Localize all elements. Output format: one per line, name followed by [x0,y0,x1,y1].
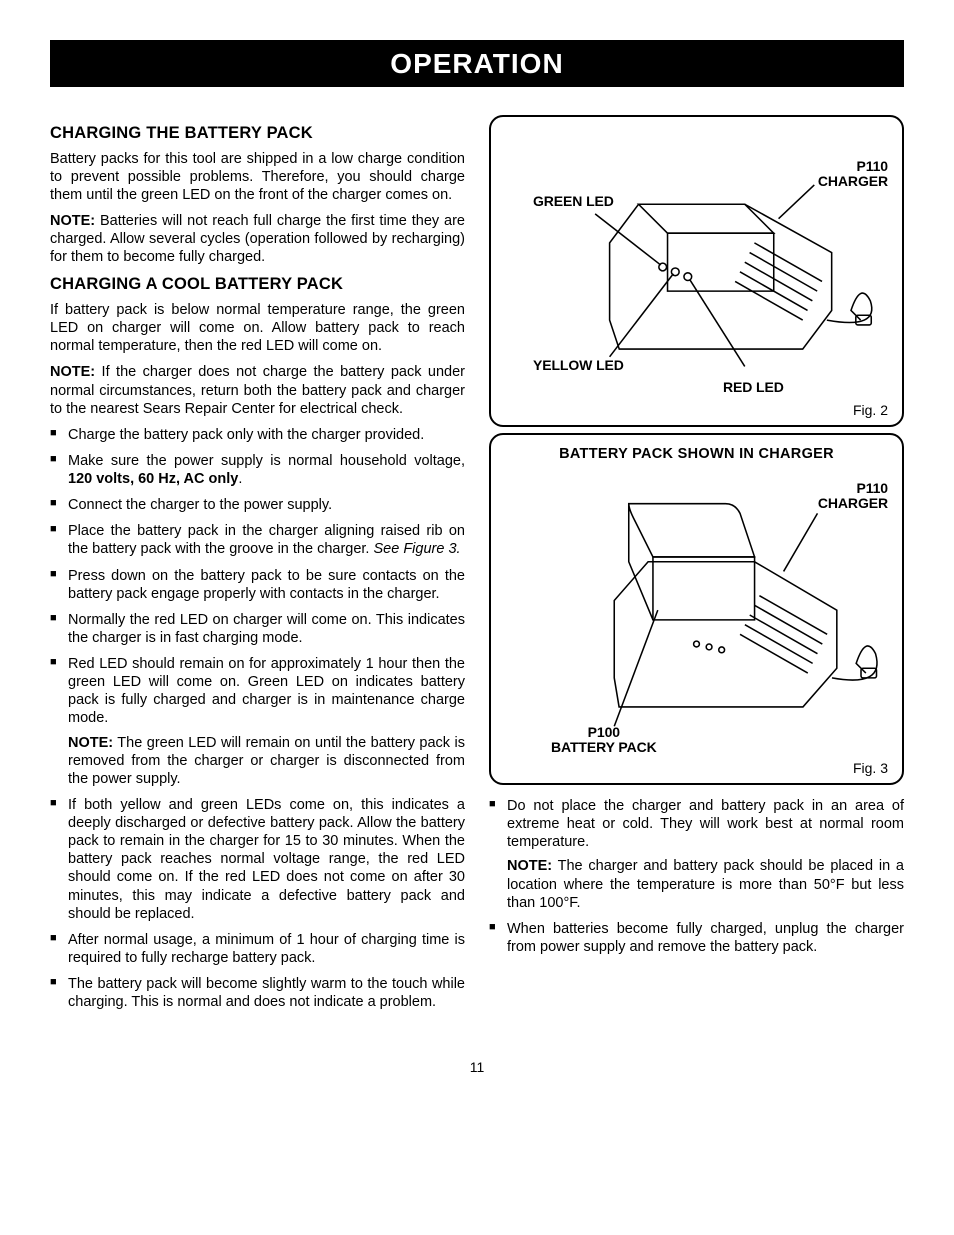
list-item: Press down on the battery pack to be sur… [50,567,465,603]
para-intro: Battery packs for this tool are shipped … [50,150,465,204]
list-item: Connect the charger to the power supply. [50,496,465,514]
fig3-caption: Fig. 3 [853,760,888,778]
list-item: Normally the red LED on charger will com… [50,611,465,647]
list-item: Do not place the charger and battery pac… [489,797,904,912]
list-item: Make sure the power supply is normal hou… [50,452,465,488]
note-label: NOTE: [50,364,95,380]
fig3-title: BATTERY PACK SHOWN IN CHARGER [503,445,890,463]
note-text: If the charger does not charge the batte… [50,364,465,416]
list-item: Red LED should remain on for approximate… [50,655,465,788]
right-column: GREEN LED P110 CHARGER YELLOW LED RED LE… [489,115,904,1019]
list-subnote: NOTE: The charger and battery pack shoul… [507,857,904,911]
list-item: Charge the battery pack only with the ch… [50,426,465,444]
note-label: NOTE: [50,213,95,229]
page-title-bar: OPERATION [50,40,904,87]
heading-cool: CHARGING A COOL BATTERY PACK [50,274,465,295]
charger-illustration [491,127,902,407]
list-item: When batteries become fully charged, unp… [489,920,904,956]
heading-charging: CHARGING THE BATTERY PACK [50,123,465,144]
figure-3: BATTERY PACK SHOWN IN CHARGER P110 CHARG… [489,433,904,785]
bullet-list-right: Do not place the charger and battery pac… [489,797,904,956]
list-subnote: NOTE: The green LED will remain on until… [68,734,465,788]
note-2: NOTE: If the charger does not charge the… [50,363,465,417]
list-item: Place the battery pack in the charger al… [50,522,465,558]
charger-battery-illustration [491,465,902,765]
list-item: The battery pack will become slightly wa… [50,975,465,1011]
list-item: After normal usage, a minimum of 1 hour … [50,931,465,967]
fig2-caption: Fig. 2 [853,402,888,420]
figure-2: GREEN LED P110 CHARGER YELLOW LED RED LE… [489,115,904,427]
page-number: 11 [50,1059,904,1077]
note-text: Batteries will not reach full charge the… [50,213,465,265]
para-cool: If battery pack is below normal temperat… [50,301,465,355]
left-column: CHARGING THE BATTERY PACK Battery packs … [50,115,465,1019]
bullet-list-left: Charge the battery pack only with the ch… [50,426,465,1012]
content-columns: CHARGING THE BATTERY PACK Battery packs … [50,115,904,1019]
note-1: NOTE: Batteries will not reach full char… [50,212,465,266]
list-item: If both yellow and green LEDs come on, t… [50,796,465,923]
